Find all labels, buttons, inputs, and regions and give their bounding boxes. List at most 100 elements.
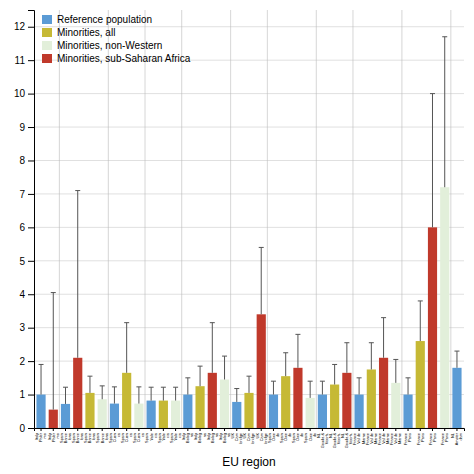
grid-line (34, 327, 464, 328)
y-tick-label: 5 (19, 256, 25, 267)
x-tick-label: SpainOviedo (291, 433, 304, 443)
error-cap (87, 376, 92, 377)
x-tick-mark (359, 428, 360, 431)
error-cap (406, 377, 411, 378)
error-cap (39, 364, 44, 365)
y-tick: 1 (19, 389, 34, 400)
x-tick-mark (138, 428, 139, 431)
x-tick-mark (273, 428, 274, 431)
error-bar (381, 318, 386, 358)
error-whisker (187, 378, 188, 395)
x-tick-mark (432, 428, 433, 431)
bar (36, 395, 45, 428)
x-tick-mark (395, 428, 396, 431)
bar (171, 401, 180, 428)
x-tick-label: FranceVal deMarne (365, 433, 378, 445)
error-whisker (114, 387, 115, 404)
error-bar (259, 247, 264, 314)
x-tick-mark (310, 428, 311, 431)
x-tick-label: ItalyPalermo (47, 432, 60, 442)
error-whisker (334, 364, 335, 384)
y-tick: 9 (19, 122, 34, 133)
x-tick: FranceParis (440, 428, 449, 445)
bar (85, 393, 94, 428)
x-tick-label: SpainBarcelona (83, 432, 96, 443)
x-tick-mark (383, 428, 384, 431)
x-tick-label: FranceParis (440, 433, 449, 445)
error-bar (136, 387, 141, 404)
x-tick-label: ItalyBologna (193, 432, 206, 443)
legend-item: Minorities, all (42, 27, 115, 38)
error-whisker (53, 293, 54, 410)
y-tick-mark (28, 428, 34, 429)
x-tick: SpainBarcelona (71, 428, 84, 443)
x-tick-mark (297, 428, 298, 431)
y-tick-mark (28, 194, 34, 195)
y-tick-label: 0 (19, 423, 25, 434)
error-whisker (395, 359, 396, 382)
error-cap (259, 247, 264, 248)
x-tick-mark (444, 428, 445, 431)
error-cap (308, 381, 313, 382)
x-tick-mark (77, 428, 78, 431)
bar-series (98, 37, 450, 428)
error-whisker (444, 37, 445, 187)
error-cap (63, 387, 68, 388)
error-bar (149, 387, 154, 400)
x-tick: NLGouda &Voorh. (316, 428, 329, 448)
bar (355, 395, 364, 428)
x-tick-mark (200, 428, 201, 431)
grid-line (34, 193, 464, 194)
error-whisker (346, 343, 347, 373)
x-tick: ItalyPalermo (47, 428, 60, 442)
x-tick-label: ItalyPalermo (34, 432, 47, 442)
y-tick-mark (28, 294, 34, 295)
error-bar (406, 378, 411, 395)
error-cap (393, 359, 398, 360)
x-tick-mark (322, 428, 323, 431)
bar (220, 380, 229, 428)
x-axis-line (35, 429, 465, 432)
bar (318, 395, 327, 428)
x-tick-mark (236, 428, 237, 431)
bar (110, 404, 119, 428)
x-tick: UKCambridge (230, 428, 243, 444)
error-bar (210, 323, 215, 373)
x-tick: UKCambridge (255, 428, 268, 444)
x-tick: ItalyBologna (206, 428, 219, 443)
x-tick: SpainValecia (169, 428, 182, 443)
error-whisker (432, 94, 433, 228)
bar (269, 395, 278, 428)
legend-swatch (42, 54, 52, 63)
y-tick-label: 4 (19, 289, 25, 300)
error-whisker (175, 387, 176, 400)
bar (330, 385, 339, 428)
error-cap (357, 377, 362, 378)
x-tick: SpainBarcelona (83, 428, 96, 443)
x-tick-mark (408, 428, 409, 431)
error-whisker (200, 366, 201, 386)
grid-line (34, 294, 464, 295)
y-tick: 5 (19, 256, 34, 267)
bar (428, 227, 437, 428)
error-cap (149, 387, 154, 388)
y-tick-mark (28, 94, 34, 95)
bar (452, 368, 461, 428)
x-tick: FranceParis (428, 428, 437, 445)
x-tick: SpainOviedo (303, 428, 316, 443)
error-bar (418, 301, 423, 341)
x-tick-label: UKCambridge (230, 433, 243, 444)
x-tick-label: SpainCuenca (120, 432, 133, 443)
x-tick-label: FranceParis (416, 433, 425, 445)
bar (379, 358, 388, 428)
group-separator (59, 10, 60, 428)
x-tick: SpainOviedo (267, 428, 280, 443)
legend-item: Reference population (42, 14, 152, 25)
bar (293, 368, 302, 428)
x-tick-mark (102, 428, 103, 431)
error-bar (430, 94, 435, 228)
x-tick-label: SpainBarcelona (59, 432, 72, 443)
group-separator (145, 10, 146, 428)
error-cap (75, 190, 80, 191)
error-cap (442, 36, 447, 37)
